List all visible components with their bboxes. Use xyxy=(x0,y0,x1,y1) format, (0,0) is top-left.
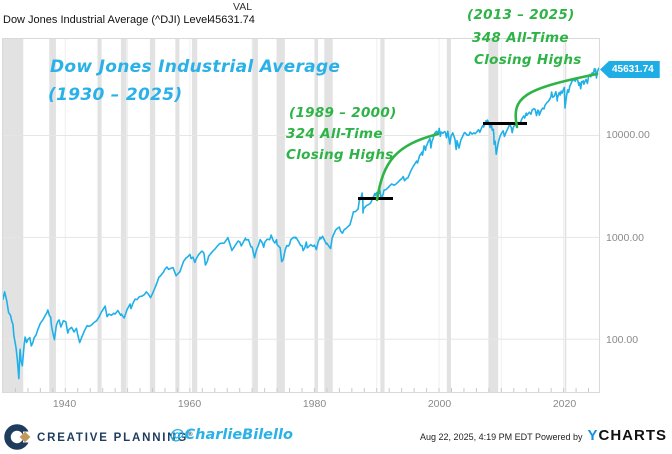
x-tick-label: 2020 xyxy=(552,398,577,410)
chart-plot-area xyxy=(2,38,600,393)
chart-timestamp: Aug 22, 2025, 4:19 PM EDT Powered by xyxy=(420,432,583,442)
chart-title-line2: (1930 – 2025) xyxy=(48,85,183,105)
streak1-caption-label: Closing Highs xyxy=(286,147,394,163)
streak1-count-label: 324 All-Time xyxy=(286,126,383,142)
creative-planning-wordmark: CREATIVE PLANNING® xyxy=(37,432,193,444)
streak2-caption-label: Closing Highs xyxy=(474,52,582,68)
registered-mark: ® xyxy=(188,432,193,439)
streak2-start-marker xyxy=(483,122,527,125)
dji-line-chart xyxy=(3,39,599,392)
streak1-years-label: (1989 – 2000) xyxy=(289,105,397,121)
x-tick-label: 1940 xyxy=(52,398,77,410)
y-tick-label: 100.00 xyxy=(606,334,639,346)
x-tick-label: 2000 xyxy=(427,398,452,410)
chart-title-line1: Dow Jones Industrial Average xyxy=(50,57,341,77)
footer-attribution: Aug 22, 2025, 4:19 PM EDT Powered by YCH… xyxy=(420,427,667,444)
creative-planning-logo-icon xyxy=(4,424,32,450)
streak2-count-label: 348 All-Time xyxy=(472,30,569,46)
x-tick-label: 1980 xyxy=(302,398,327,410)
author-handle: @CharlieBilello xyxy=(170,427,293,443)
series-name-label: Dow Jones Industrial Average (^DJI) Leve… xyxy=(3,14,210,26)
y-tick-label: 1000.00 xyxy=(606,231,644,244)
header-val-column-label: VAL xyxy=(233,1,253,13)
y-tick-label: 10000.00 xyxy=(606,129,650,141)
series-current-value: 45631.74 xyxy=(209,14,255,26)
x-tick-label: 1960 xyxy=(177,398,202,410)
last-value-tag: 45631.74 xyxy=(600,61,660,78)
ycharts-logo: YCHARTS xyxy=(587,427,667,444)
streak1-start-marker xyxy=(358,197,393,200)
streak2-years-label: (2013 – 2025) xyxy=(467,7,575,23)
